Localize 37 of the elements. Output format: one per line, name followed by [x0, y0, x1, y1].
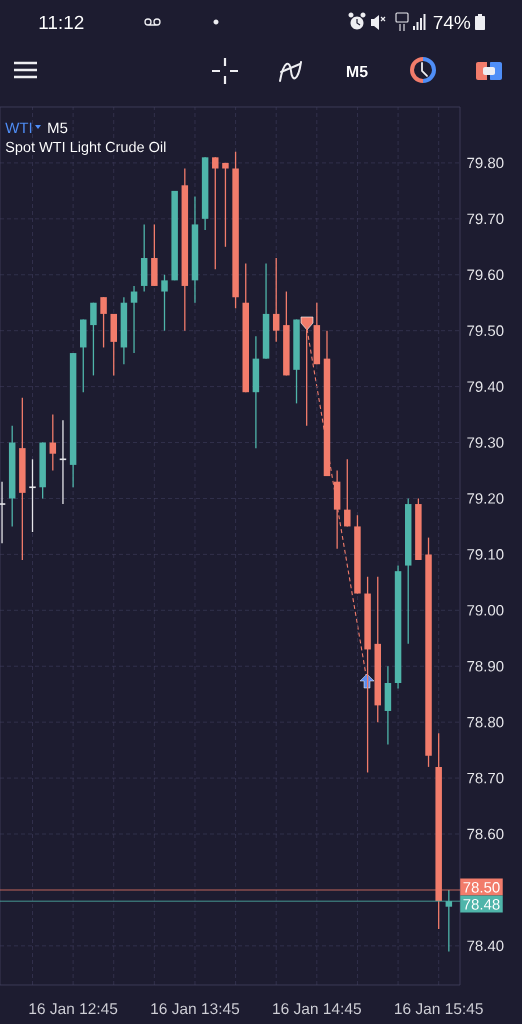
candlestick — [161, 274, 168, 332]
text: 74% — [433, 15, 471, 30]
y-tick-label: 78.80 — [467, 716, 504, 728]
candlestick — [130, 285, 138, 354]
y-tick-label: 79.50 — [467, 325, 504, 336]
candlestick — [49, 413, 57, 472]
text: 11:12 — [39, 15, 84, 29]
y-tick-label: 79.20 — [467, 493, 504, 504]
y-tick-label: 78.40 — [467, 940, 504, 952]
y-tick-label: 79.30 — [467, 437, 504, 448]
text: Spot WTI Light Crude Oil — [5, 141, 166, 155]
text: WTI — [5, 122, 32, 133]
y-tick-label: 79.60 — [467, 269, 504, 281]
x-tick-label: 16 Jan 15:45 — [395, 1003, 483, 1015]
candlestick — [28, 458, 37, 533]
x-tick-label: 16 Jan 12:45 — [29, 1003, 118, 1015]
y-tick-label: 78.90 — [467, 660, 504, 672]
ref-line-label: 78.50 — [463, 882, 500, 893]
candlestick — [90, 302, 97, 377]
candlestick — [272, 257, 280, 343]
y-tick-label: 79.10 — [467, 549, 504, 560]
y-tick-label: 79.80 — [467, 157, 504, 169]
ref-line-label: 78.48 — [463, 899, 500, 910]
y-tick-label: 79.70 — [467, 213, 504, 225]
y-tick-label: 79.40 — [467, 381, 504, 392]
candlestick — [0, 481, 7, 544]
candlestick — [212, 156, 219, 270]
candlestick — [222, 162, 229, 248]
candlestick — [100, 296, 107, 349]
y-tick-label: 78.60 — [467, 828, 504, 840]
y-tick-label: 78.70 — [467, 772, 504, 784]
candlestick — [344, 458, 351, 528]
x-tick-label: 16 Jan 14:45 — [273, 1003, 361, 1015]
x-tick-label: 16 Jan 13:45 — [151, 1003, 240, 1015]
annotation: M5 — [48, 122, 68, 134]
y-tick-label: 79.00 — [467, 604, 504, 616]
text: M5 — [346, 65, 368, 78]
